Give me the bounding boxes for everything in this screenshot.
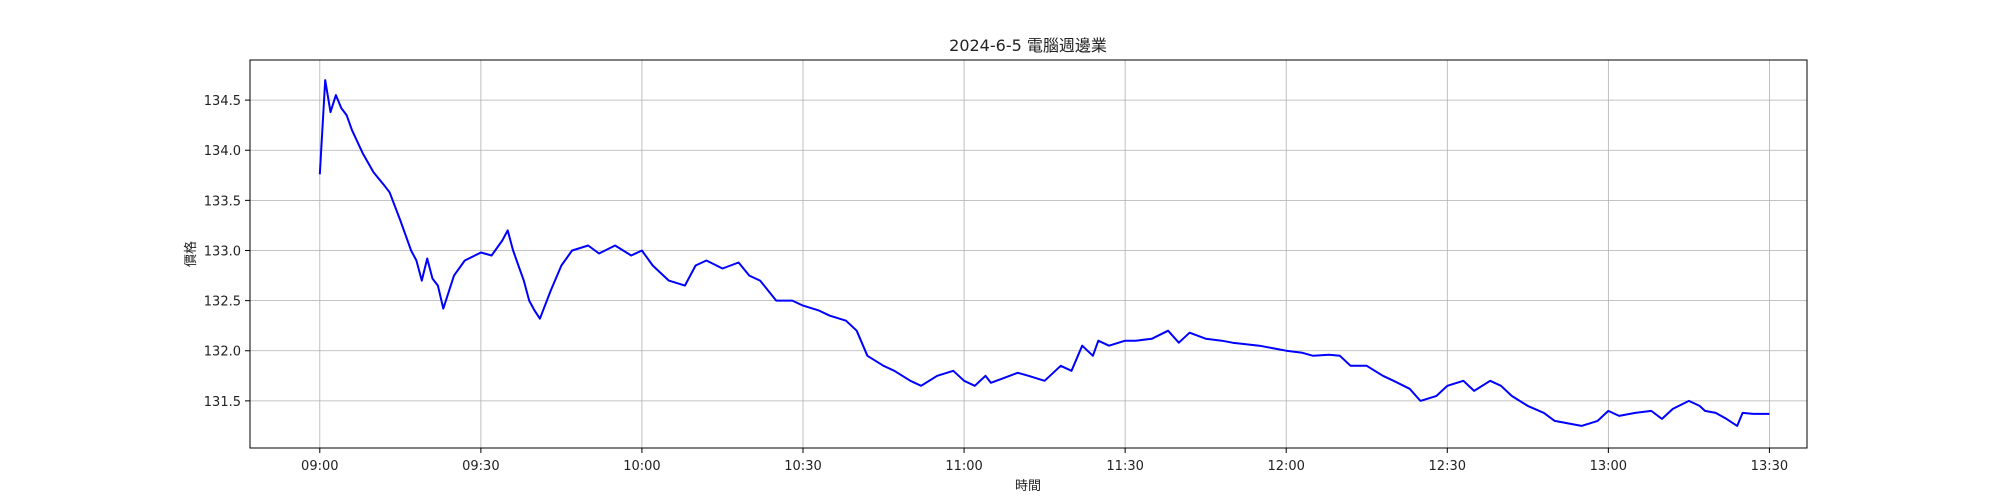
- x-tick-label: 09:30: [462, 459, 499, 474]
- x-tick-label: 11:00: [945, 459, 982, 474]
- x-tick-label: 13:00: [1590, 459, 1627, 474]
- plot-area-border: [249, 59, 1808, 449]
- x-tick-label: 10:30: [784, 459, 821, 474]
- chart-title: 2024-6-5 電腦週邊業: [949, 36, 1107, 55]
- y-tick-label: 133.5: [204, 194, 241, 209]
- x-tick-label: 10:00: [623, 459, 660, 474]
- y-tick-label: 132.5: [204, 295, 241, 310]
- series-layer: [318, 79, 1770, 427]
- grid-layer: [250, 60, 1807, 448]
- tick-layer: 09:00 09:30 10:00 10:30 11:00 11:30 12:00 12:30…: [204, 94, 1788, 474]
- x-tick-label: 12:00: [1267, 459, 1304, 474]
- x-tick-label: 11:30: [1106, 459, 1143, 474]
- y-axis-title: 價格: [183, 241, 199, 267]
- x-axis-title: 時間: [1015, 479, 1041, 494]
- y-tick-label: 134.0: [204, 144, 241, 159]
- x-tick-label: 12:30: [1429, 459, 1466, 474]
- y-tick-label: 133.0: [204, 244, 241, 259]
- y-tick-label: 131.5: [204, 395, 241, 410]
- price-series-line: [318, 79, 1770, 427]
- x-tick-label: 09:00: [301, 459, 338, 474]
- y-tick-label: 132.0: [204, 345, 241, 360]
- x-tick-label: 13:30: [1751, 459, 1788, 474]
- y-tick-label: 134.5: [204, 94, 241, 109]
